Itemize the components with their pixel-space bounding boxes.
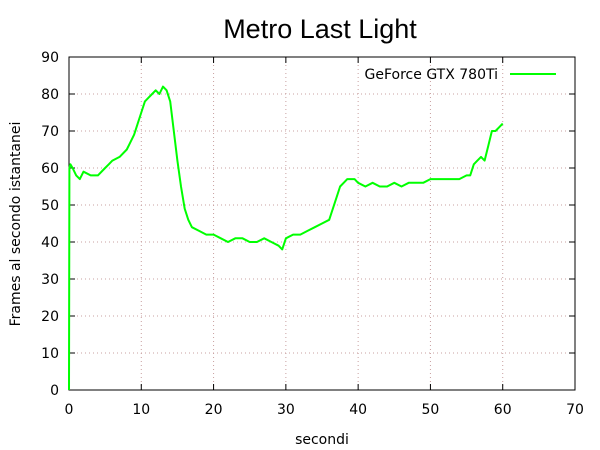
legend: GeForce GTX 780Ti bbox=[365, 67, 556, 83]
y-tick-label: 50 bbox=[41, 198, 59, 214]
y-tick-label: 10 bbox=[41, 346, 59, 362]
x-tick-label: 70 bbox=[566, 402, 584, 418]
y-tick-label: 70 bbox=[41, 124, 59, 140]
series-line bbox=[68, 85, 504, 391]
x-tick-label: 50 bbox=[422, 402, 440, 418]
y-tick-label: 30 bbox=[41, 272, 59, 288]
y-tick-label: 20 bbox=[41, 309, 59, 325]
y-tick-label: 60 bbox=[41, 161, 59, 177]
x-tick-label: 0 bbox=[65, 402, 74, 418]
tick-labels: 0 10 20 30 40 50 60 70 0 10 20 30 40 50 60 70 80 90 bbox=[41, 50, 584, 418]
y-tick-label: 0 bbox=[50, 383, 59, 399]
x-tick-label: 20 bbox=[205, 402, 223, 418]
y-tick-label: 40 bbox=[41, 235, 59, 251]
chart-title: Metro Last Light bbox=[223, 14, 417, 44]
x-tick-label: 30 bbox=[277, 402, 295, 418]
x-axis-label: secondi bbox=[295, 432, 349, 448]
y-axis-label: Frames al secondo istantanei bbox=[8, 122, 24, 327]
x-tick-label: 10 bbox=[132, 402, 150, 418]
series-layer bbox=[68, 85, 504, 391]
y-tick-label: 80 bbox=[41, 87, 59, 103]
x-tick-label: 60 bbox=[494, 402, 512, 418]
y-tick-label: 90 bbox=[41, 50, 59, 66]
legend-label: GeForce GTX 780Ti bbox=[365, 67, 498, 83]
grid-lines bbox=[69, 57, 575, 390]
x-tick-label: 40 bbox=[349, 402, 367, 418]
